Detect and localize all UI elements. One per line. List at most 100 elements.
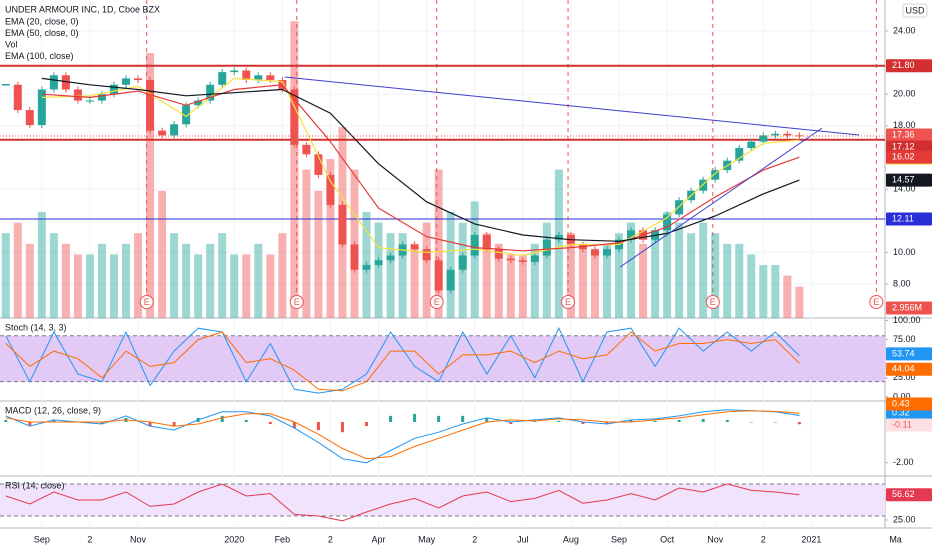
volume-bar xyxy=(422,222,431,318)
price-badge-label: 14.57 xyxy=(892,174,915,184)
candle-body xyxy=(446,269,455,291)
volume-bar xyxy=(627,222,636,318)
price-badge-label: 0.43 xyxy=(892,398,910,408)
candle-body xyxy=(771,133,780,136)
candle-body xyxy=(530,255,539,262)
candle-body xyxy=(170,124,179,136)
candle-body xyxy=(302,144,311,155)
volume-bar xyxy=(254,243,263,318)
x-tick-label: 2 xyxy=(472,534,477,544)
price-badge-label: 12.11 xyxy=(892,213,914,223)
volume-bar xyxy=(530,243,539,318)
volume-bar xyxy=(218,233,227,318)
histogram-bar xyxy=(749,421,753,423)
y-tick-label: 100.00 xyxy=(893,315,921,325)
volume-bar xyxy=(723,243,732,318)
earnings-marker xyxy=(139,295,154,309)
volume-bar xyxy=(242,254,251,318)
volume-bar xyxy=(13,222,22,318)
candle-body xyxy=(122,78,131,85)
candle-body xyxy=(663,214,672,231)
candle-body xyxy=(434,260,443,291)
candle-body xyxy=(13,84,22,111)
y-tick-label: 10.00 xyxy=(893,247,916,257)
price-badge-label: 16.02 xyxy=(892,152,915,162)
candle-body xyxy=(230,70,239,73)
volume-bar xyxy=(615,233,624,318)
histogram-bar xyxy=(629,419,633,422)
price-badge xyxy=(886,488,932,502)
legend-entry: EMA (20, close, 0) xyxy=(5,16,79,26)
candle-body xyxy=(470,234,479,256)
x-tick-label: Jul xyxy=(517,534,529,544)
y-tick-label: -2.00 xyxy=(893,457,914,467)
candle-body xyxy=(290,89,299,145)
candle-body xyxy=(182,105,191,125)
y-tick-label: 75.00 xyxy=(893,334,916,344)
price-badge-label: 17.12 xyxy=(892,141,915,151)
y-tick-label: 8.00 xyxy=(893,278,911,288)
volume-bar xyxy=(783,275,792,318)
histogram-bar xyxy=(28,421,32,427)
candle-body xyxy=(602,249,611,256)
legend-entry: EMA (50, close, 0) xyxy=(5,28,79,38)
x-tick-label: Aug xyxy=(563,534,579,544)
candle-body xyxy=(61,75,70,90)
volume-bar xyxy=(518,254,527,318)
pane-title: MACD (12, 26, close, 9) xyxy=(5,405,101,415)
volume-bar xyxy=(434,169,443,318)
volume-bar xyxy=(590,254,599,318)
earnings-label: E xyxy=(294,297,300,307)
volume-bar xyxy=(470,201,479,318)
ema-line xyxy=(41,77,800,257)
legend-entry: Vol xyxy=(5,39,18,49)
candle-body xyxy=(338,204,347,245)
histogram-bar xyxy=(509,421,513,425)
candle-body xyxy=(783,133,792,136)
volume-bar xyxy=(302,169,311,318)
volume-bar xyxy=(602,243,611,318)
earnings-label: E xyxy=(710,297,716,307)
volume-bar xyxy=(85,254,94,318)
earnings-label: E xyxy=(873,297,879,307)
x-tick-label: 2020 xyxy=(224,534,244,544)
candle-body xyxy=(97,94,106,101)
price-badge-label: 44.04 xyxy=(892,364,915,374)
candle-body xyxy=(134,78,143,81)
volume-bar xyxy=(314,190,323,318)
x-tick-label: Apr xyxy=(372,534,386,544)
candle-body xyxy=(542,239,551,256)
volume-bar xyxy=(37,212,46,318)
indicator-line xyxy=(5,410,800,460)
price-badge xyxy=(886,347,932,361)
histogram-bar xyxy=(485,417,489,422)
histogram-bar xyxy=(725,419,729,422)
volume-bar xyxy=(374,222,383,318)
earnings-label: E xyxy=(434,297,440,307)
band-fill xyxy=(0,484,885,516)
histogram-bar xyxy=(220,415,224,422)
candle-body xyxy=(747,141,756,149)
histogram-bar xyxy=(653,420,657,422)
candle-body xyxy=(422,249,431,261)
y-tick-label: 14.00 xyxy=(893,183,916,193)
histogram-bar xyxy=(437,415,441,422)
price-badge xyxy=(886,128,932,142)
candle-body xyxy=(194,100,203,106)
candle-body xyxy=(735,148,744,161)
trend-line xyxy=(284,76,860,136)
volume-bar xyxy=(699,222,708,318)
earnings-label: E xyxy=(565,297,571,307)
earnings-marker xyxy=(561,295,576,309)
volume-bar xyxy=(771,265,780,318)
candle-body xyxy=(25,110,34,126)
legend-entry: EMA (100, close) xyxy=(5,51,74,61)
candle-body xyxy=(314,154,323,175)
x-tick-label: 2 xyxy=(328,534,333,544)
volume-bar xyxy=(663,212,672,318)
y-tick-label: 25.00 xyxy=(893,514,916,524)
histogram-bar xyxy=(461,415,465,422)
histogram-bar xyxy=(581,421,585,425)
candle-body xyxy=(85,100,94,102)
candle-body xyxy=(518,260,527,262)
